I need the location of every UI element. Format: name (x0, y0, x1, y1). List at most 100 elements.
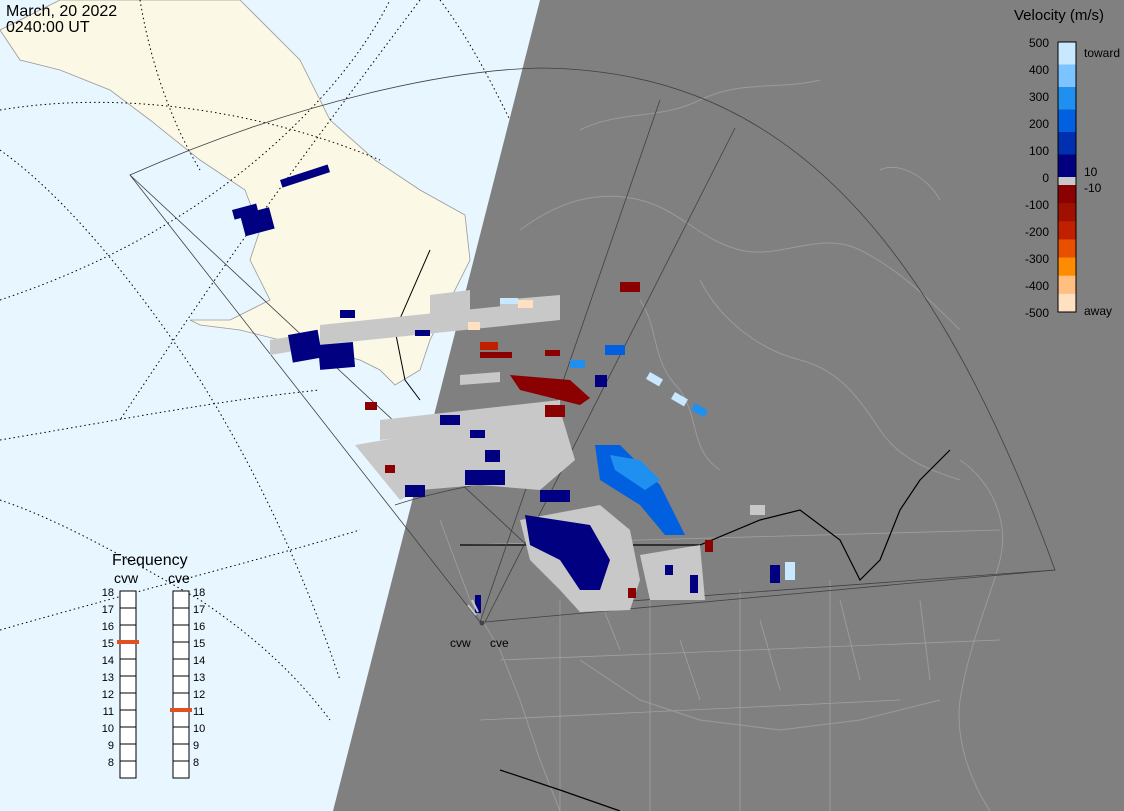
frequency-level-label: 16 (193, 621, 205, 633)
frequency-level-label: 11 (193, 706, 204, 718)
colorbar-label-neg10: -10 (1084, 181, 1102, 195)
header-date: March, 20 2022 (6, 3, 117, 20)
colorbar-block (1058, 275, 1076, 295)
alaska-border (394, 249, 431, 401)
colorbar-outline (1057, 41, 1077, 313)
frequency-level-label: 18 (102, 587, 114, 599)
colorbar-block (1058, 109, 1076, 133)
frequency-level-label: 17 (102, 604, 114, 616)
frequency-level-label: 14 (193, 655, 205, 667)
frequency-title: Frequency (112, 552, 188, 569)
frequency-level-label: 8 (193, 757, 199, 769)
colorbar-tick-label: -200 (1025, 225, 1049, 239)
frequency-grid: 18 18 17 17 16 16 15 15 14 14 13 13 12 12 11 11 10 10 9 9 8 8 (102, 587, 205, 779)
frequency-cell-cvw (119, 607, 137, 626)
frequency-cell-cvw (119, 726, 137, 745)
colorbar-blocks (1057, 41, 1077, 313)
frequency-cell-cvw (119, 658, 137, 677)
radar-site-marker (479, 620, 485, 626)
frequency-cell-cve (172, 760, 190, 779)
frequency-level-label: 16 (102, 621, 114, 633)
frequency-cell-cve (172, 658, 190, 677)
colorbar-tick-label: 500 (1029, 36, 1049, 50)
colorbar-tick-label: 0 (1042, 171, 1049, 185)
frequency-level-label: 17 (193, 604, 205, 616)
frequency-level-label: 12 (102, 689, 114, 701)
frequency-cell-cve (172, 726, 190, 745)
frequency-cell-cve (172, 641, 190, 660)
colorbar-label-away: away (1084, 304, 1112, 318)
colorbar-tick-label: 200 (1029, 117, 1049, 131)
colorbar-block (1058, 64, 1076, 88)
colorbar-block (1058, 185, 1076, 204)
frequency-cell-cve (172, 743, 190, 762)
frequency-level-label: 10 (193, 723, 205, 735)
velocity-colorbar: Velocity (m/s) 500 400 300 200 100 0 -100 -200 -… (1014, 7, 1120, 320)
frequency-level-label: 9 (108, 740, 114, 752)
velocity-low-toward (232, 164, 780, 613)
frequency-label-cve: cve (168, 570, 190, 586)
frequency-cell-cve (172, 675, 190, 694)
frequency-level-label: 9 (193, 740, 199, 752)
frequency-marker (170, 708, 192, 712)
colorbar-tick-label: -400 (1025, 279, 1049, 293)
colorbar-label-toward: toward (1084, 46, 1120, 60)
colorbar-tick-label: -100 (1025, 198, 1049, 212)
colorbar-block (1058, 257, 1076, 277)
frequency-cell-cve (172, 607, 190, 626)
frequency-cell-cve (172, 624, 190, 643)
us-canada-border (460, 449, 951, 582)
colorbar-tick-label: 400 (1029, 63, 1049, 77)
colorbar-block (1058, 87, 1076, 110)
frequency-level-label: 18 (193, 587, 205, 599)
radar-label-cve: cve (490, 636, 509, 650)
frequency-level-label: 15 (193, 638, 205, 650)
colorbar-block (1058, 221, 1076, 240)
frequency-marker (117, 640, 139, 644)
frequency-level-label: 11 (103, 706, 114, 718)
velocity-high-toward (500, 298, 795, 580)
colorbar-tick-label: 300 (1029, 90, 1049, 104)
lat-lon-grid (0, 0, 511, 721)
us-mexico-border (499, 769, 621, 811)
frequency-level-label: 10 (102, 723, 114, 735)
coastlines (439, 79, 1004, 811)
frequency-cell-cvw (119, 760, 137, 779)
frequency-level-label: 15 (102, 638, 114, 650)
radar-sites (467, 599, 485, 626)
colorbar-block (1058, 154, 1076, 178)
colorbar-block (1058, 239, 1076, 259)
frequency-level-label: 12 (193, 689, 205, 701)
frequency-cell-cvw (119, 624, 137, 643)
colorbar-tick-label: 100 (1029, 144, 1049, 158)
colorbar-block (1058, 203, 1076, 222)
frequency-level-label: 8 (108, 757, 114, 769)
colorbar-tick-label: -300 (1025, 252, 1049, 266)
colorbar-block (1058, 293, 1076, 313)
frequency-cell-cvw (119, 675, 137, 694)
colorbar-block (1058, 132, 1076, 155)
frequency-cell-cve (172, 590, 190, 609)
frequency-cell-cve (172, 692, 190, 711)
colorbar-label-pos10: 10 (1084, 165, 1098, 179)
colorbar-tick-label: -500 (1025, 306, 1049, 320)
frequency-cell-cvw (119, 709, 137, 728)
frequency-cell-cvw (119, 641, 137, 660)
frequency-panel: Frequency cvw cve 18 18 17 17 16 16 15 15 14 14 13… (102, 552, 205, 779)
frequency-label-cvw: cvw (114, 570, 139, 586)
frequency-level-label: 14 (102, 655, 114, 667)
header-time: 0240:00 UT (6, 19, 90, 36)
frequency-cell-cvw (119, 692, 137, 711)
radar-label-cvw: cvw (450, 636, 471, 650)
colorbar-title: Velocity (m/s) (1014, 7, 1104, 24)
colorbar-zero-band (1058, 177, 1076, 185)
frequency-cell-cvw (119, 590, 137, 609)
colorbar-ticks: 500 400 300 200 100 0 -100 -200 -300 -400 -500 (1025, 36, 1049, 320)
frequency-level-label: 13 (193, 672, 205, 684)
frequency-level-label: 13 (102, 672, 114, 684)
velocity-away (365, 282, 713, 598)
colorbar-block (1058, 42, 1076, 65)
frequency-cell-cvw (119, 743, 137, 762)
night-shading (333, 0, 1124, 811)
